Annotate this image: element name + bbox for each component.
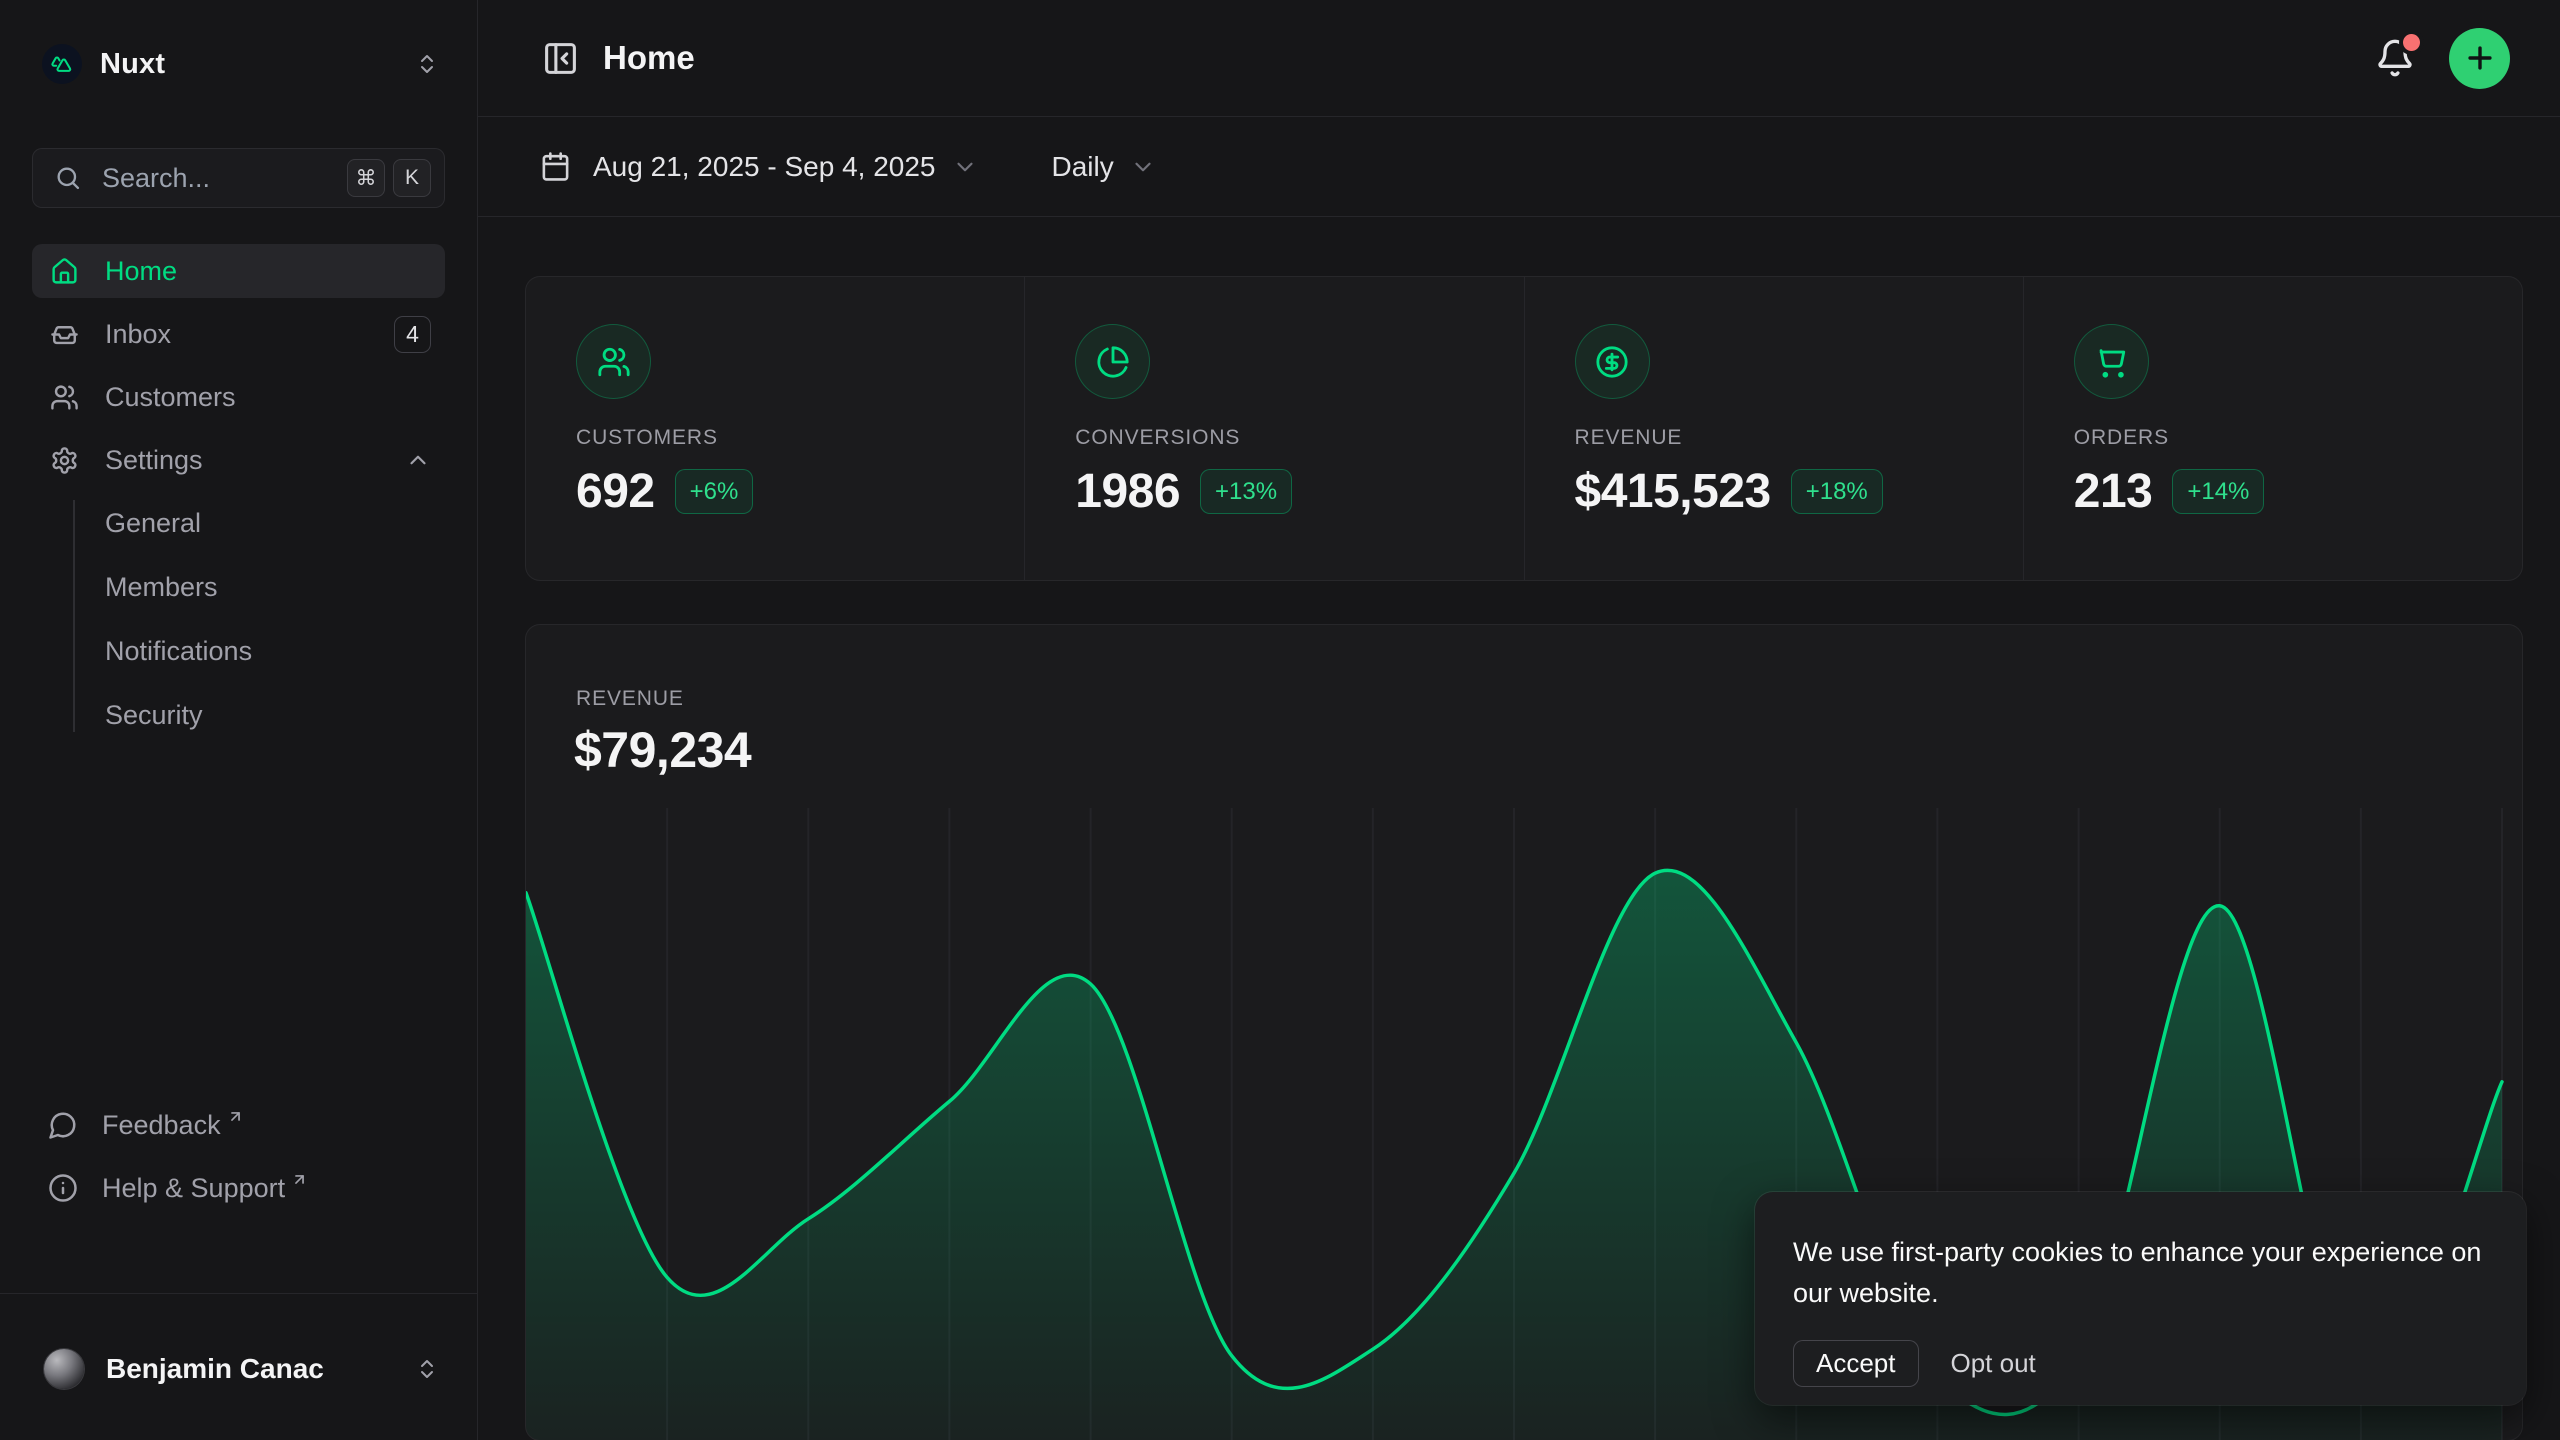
sidebar-item-notifications[interactable]: Notifications [32,624,445,678]
chevrons-updown-icon [415,52,439,76]
notification-dot [2403,34,2420,51]
sidebar-divider [0,1293,477,1294]
chart-line [526,868,2504,1417]
sidebar-footer: Feedback Help & Support [32,1098,445,1224]
stats-card: CUSTOMERS 692 +6% CONVERSIONS 1986 +13% [526,277,2522,580]
revenue-chart-card: REVENUE $79,234 [526,625,2522,1440]
dollar-circle-icon [1574,324,1650,399]
chat-bubble-icon [48,1110,78,1140]
search-input[interactable]: Search... ⌘ K [32,148,445,208]
sub-item-label: Notifications [105,635,253,666]
sidebar-item-help-support[interactable]: Help & Support [32,1161,445,1215]
cookie-actions: Accept Opt out [1793,1340,2488,1387]
sidebar-nav: Home Inbox 4 Customers Settings [32,244,445,752]
brand-name: Nuxt [100,47,166,80]
revenue-label: REVENUE [576,687,684,710]
stat-delta-badge: +18% [1790,469,1883,514]
sidebar-item-feedback[interactable]: Feedback [32,1098,445,1152]
external-link-icon [227,1108,244,1125]
opt-out-button[interactable]: Opt out [1950,1348,2036,1378]
footer-item-label: Feedback [102,1109,221,1140]
chevron-down-icon [1130,154,1156,180]
footer-item-label: Help & Support [102,1172,286,1203]
gear-icon [50,446,79,475]
stat-conversions[interactable]: CONVERSIONS 1986 +13% [1024,277,1523,580]
user-name: Benjamin Canac [106,1353,324,1384]
stat-value: 213 [2073,465,2153,518]
users-icon [576,324,651,399]
stat-revenue[interactable]: REVENUE $415,523 +18% [1523,277,2023,580]
date-range-picker[interactable]: Aug 21, 2025 - Sep 4, 2025 [540,151,978,183]
sub-item-label: Members [105,571,218,602]
stat-label: ORDERS [2073,426,2169,449]
kbd-k: K [393,159,431,197]
external-link-icon [291,1171,308,1188]
kbd-meta: ⌘ [347,159,385,197]
sub-item-label: General [105,507,202,538]
inbox-icon [50,320,79,349]
add-button[interactable] [2449,27,2510,89]
inbox-count-badge: 4 [394,316,431,353]
settings-subnav: General Members Notifications Security [32,496,445,742]
stat-orders[interactable]: ORDERS 213 +14% [2022,277,2522,580]
sub-item-label: Security [105,699,203,730]
users-icon [50,383,79,412]
sidebar-item-label: Inbox [105,318,172,349]
pie-chart-icon [1075,324,1151,399]
sidebar-item-label: Home [105,255,178,286]
stat-label: CUSTOMERS [576,426,718,449]
sidebar-item-settings[interactable]: Settings [32,433,445,487]
stat-label: REVENUE [1574,426,1683,449]
sidebar-item-label: Customers [105,381,236,412]
sidebar-header: Nuxt [30,36,447,92]
revenue-value: $79,234 [574,722,752,778]
user-menu[interactable]: Benjamin Canac [26,1336,451,1402]
stat-value: 692 [576,465,655,518]
topbar: Home [478,0,2560,117]
calendar-icon [540,151,571,182]
stat-value: $415,523 [1574,465,1772,518]
granularity-select[interactable]: Daily [1052,151,1156,183]
sidebar-item-customers[interactable]: Customers [32,370,445,424]
stat-value: 1986 [1075,465,1181,518]
info-circle-icon [48,1173,78,1203]
cart-icon [2073,324,2149,399]
home-icon [50,257,79,286]
page-title: Home [603,39,695,76]
avatar [44,1349,84,1389]
search-icon [54,164,82,192]
sidebar-item-members[interactable]: Members [32,560,445,614]
main-content: Home Aug 21, 2025 - Sep 4, 2025 [478,0,2560,1440]
stat-delta-badge: +14% [2172,469,2265,514]
sidebar-item-security[interactable]: Security [32,688,445,742]
sidebar-item-general[interactable]: General [32,496,445,550]
granularity-label: Daily [1051,150,1114,182]
cookie-banner: We use first-party cookies to enhance yo… [1755,1192,2526,1405]
chevron-up-icon [405,447,431,473]
sidebar-item-label: Settings [105,444,203,475]
sidebar-item-home[interactable]: Home [32,244,445,298]
subnav-indent-line [73,500,75,732]
topbar-actions [2371,27,2510,89]
chevron-down-icon [952,154,978,180]
search-placeholder: Search... [102,162,211,193]
accept-button[interactable]: Accept [1793,1340,1919,1387]
nuxt-logo-icon [42,44,82,84]
stat-delta-badge: +13% [1200,469,1293,514]
filter-bar: Aug 21, 2025 - Sep 4, 2025 Daily [478,117,2560,217]
stat-delta-badge: +6% [674,469,754,514]
stat-label: CONVERSIONS [1075,426,1241,449]
chevrons-updown-icon [415,1357,439,1381]
workspace-switcher[interactable]: Nuxt [30,36,447,92]
sidebar-collapse-icon[interactable] [542,40,579,77]
sidebar-item-inbox[interactable]: Inbox 4 [32,307,445,361]
date-range-label: Aug 21, 2025 - Sep 4, 2025 [593,150,936,182]
notifications-bell-icon[interactable] [2371,34,2420,82]
cookie-message: We use first-party cookies to enhance yo… [1793,1237,2482,1308]
sidebar: Nuxt Search... ⌘ K Home [0,0,478,1440]
stat-customers[interactable]: CUSTOMERS 692 +6% [526,277,1024,580]
